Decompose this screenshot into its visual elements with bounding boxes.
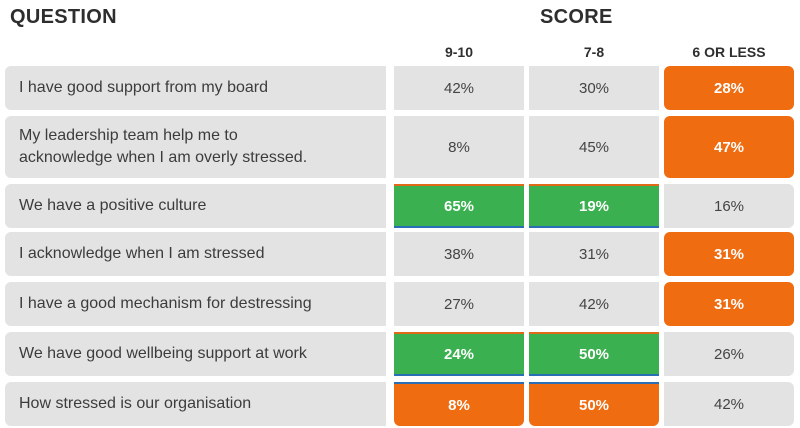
score-header: SCORE bbox=[540, 6, 613, 28]
table-row: My leadership team help me to acknowledge… bbox=[0, 116, 800, 178]
table-row: I have good support from my board 42% 30% 2… bbox=[0, 66, 800, 110]
question-text: We have a positive culture bbox=[19, 197, 207, 214]
question-cell: I have good support from my board bbox=[5, 66, 386, 110]
table-row: We have a positive culture 65% 19% 16% bbox=[0, 184, 800, 228]
score-9-10-cell: 8% bbox=[394, 116, 524, 178]
score-9-10-cell: 27% bbox=[394, 282, 524, 326]
score-9-10-cell: 8% bbox=[394, 382, 524, 426]
score-7-8-cell: 31% bbox=[529, 232, 659, 276]
table-row: We have good wellbeing support at work 24… bbox=[0, 332, 800, 376]
question-text: My leadership team help me to bbox=[19, 127, 238, 144]
question-cell: We have a positive culture bbox=[5, 184, 386, 228]
score-7-8-cell: 42% bbox=[529, 282, 659, 326]
score-9-10-cell: 42% bbox=[394, 66, 524, 110]
score-7-8-cell: 30% bbox=[529, 66, 659, 110]
table-row: How stressed is our organisation 8% 50% 42% bbox=[0, 382, 800, 426]
score-6-or-less-cell: 28% bbox=[664, 66, 794, 110]
question-cell: My leadership team help me to acknowledge… bbox=[5, 116, 386, 178]
score-6-or-less-cell: 26% bbox=[664, 332, 794, 376]
column-header-9-10: 9-10 bbox=[444, 44, 474, 60]
question-header: QUESTION bbox=[10, 6, 117, 28]
score-7-8-cell: 50% bbox=[529, 382, 659, 426]
question-text: How stressed is our organisation bbox=[19, 395, 252, 412]
question-cell: We have good wellbeing support at work bbox=[5, 332, 386, 376]
score-9-10-cell: 65% bbox=[394, 184, 524, 228]
score-6-or-less-cell: 42% bbox=[664, 382, 794, 426]
score-7-8-cell: 50% bbox=[529, 332, 659, 376]
question-cell: I acknowledge when I am stressed bbox=[5, 232, 386, 276]
table-row: I have a good mechanism for destressing 2… bbox=[0, 282, 800, 326]
question-text: I acknowledge when I am stressed bbox=[19, 245, 265, 262]
question-text: We have good wellbeing support at work bbox=[19, 345, 307, 362]
question-cell: I have a good mechanism for destressing bbox=[5, 282, 386, 326]
score-6-or-less-cell: 31% bbox=[664, 282, 794, 326]
question-text: I have a good mechanism for destressing bbox=[19, 295, 312, 312]
score-6-or-less-cell: 47% bbox=[664, 116, 794, 178]
score-9-10-cell: 24% bbox=[394, 332, 524, 376]
score-7-8-cell: 19% bbox=[529, 184, 659, 228]
question-text: acknowledge when I am overly stressed. bbox=[19, 149, 308, 166]
question-text: I have good support from my board bbox=[19, 79, 269, 96]
column-header-7-8: 7-8 bbox=[583, 44, 605, 60]
table-row: I acknowledge when I am stressed 38% 31% 31… bbox=[0, 232, 800, 276]
score-7-8-cell: 45% bbox=[529, 116, 659, 178]
score-9-10-cell: 38% bbox=[394, 232, 524, 276]
question-cell: How stressed is our organisation bbox=[5, 382, 386, 426]
score-6-or-less-cell: 16% bbox=[664, 184, 794, 228]
score-6-or-less-cell: 31% bbox=[664, 232, 794, 276]
column-header-6-or-less: 6 OR LESS bbox=[692, 44, 766, 60]
